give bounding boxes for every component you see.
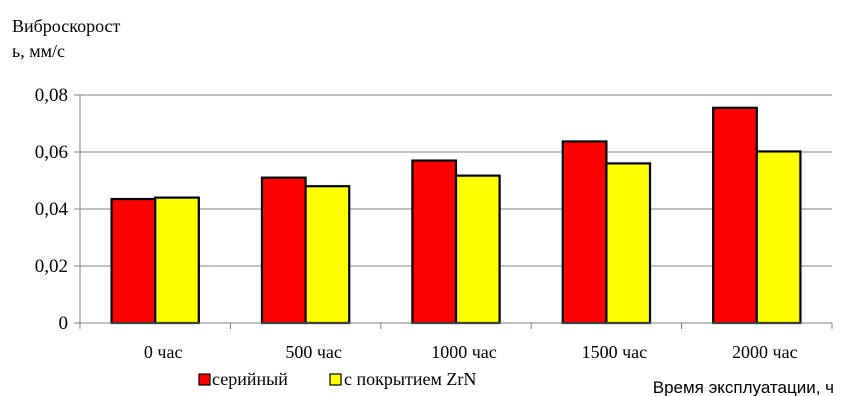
y-axis-title-line-2: ь, мм/с (12, 41, 65, 61)
y-tick-labels: 0 0,02 0,04 0,06 0,08 (35, 85, 80, 334)
y-tick-label: 0,08 (35, 85, 68, 106)
y-tick-label: 0,02 (35, 256, 68, 277)
y-tick-label: 0,04 (35, 199, 69, 220)
bars (110, 106, 802, 325)
bar-zrn-coated-0 (154, 196, 200, 325)
bar-zrn-coated-2 (454, 174, 501, 325)
legend-label-series-1: серийный (212, 369, 288, 389)
bar-serial-4 (712, 106, 758, 325)
bar-serial-1 (260, 176, 307, 325)
bar-serial-0 (110, 197, 157, 325)
x-tick-label: 2000 час (732, 342, 798, 362)
x-tick-label: 500 час (285, 342, 342, 362)
bar-serial-3 (561, 140, 608, 325)
bar-zrn-coated-4 (755, 150, 802, 325)
x-tick-label: 1500 час (582, 342, 648, 362)
x-tick-label: 1000 час (431, 342, 497, 362)
x-axis-title: Время эксплуатации, ч (653, 378, 834, 396)
legend-label-series-2: с покрытием ZrN (344, 369, 476, 389)
bar-zrn-coated-1 (304, 185, 351, 325)
legend-swatch-series-1 (198, 373, 211, 386)
legend: серийный с покрытием ZrN (198, 369, 476, 389)
bar-serial-2 (411, 159, 458, 325)
y-axis-title-line-1: Виброскорост (12, 16, 121, 36)
x-tick-label: 0 час (144, 342, 183, 362)
legend-swatch-series-2 (329, 373, 342, 386)
bar-zrn-coated-3 (605, 162, 652, 325)
y-tick-label: 0,06 (35, 142, 68, 163)
x-tick-labels: 0 час 500 час 1000 час 1500 час 2000 час (79, 323, 833, 362)
y-tick-label: 0 (59, 313, 69, 334)
